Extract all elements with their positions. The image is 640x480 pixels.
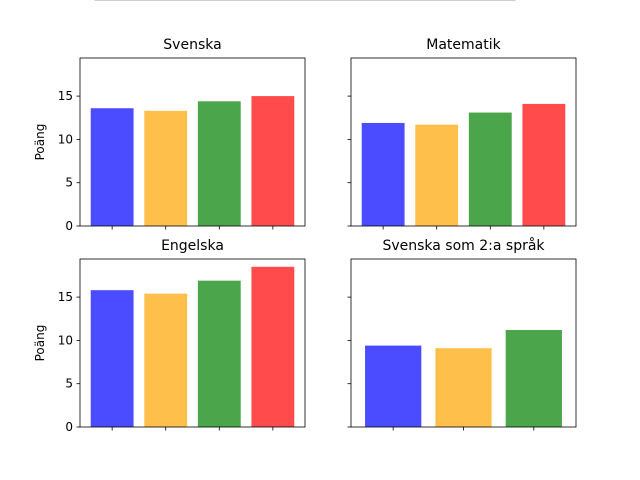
panel-title-1: Svenska xyxy=(163,37,221,53)
bar-4-1 xyxy=(365,345,422,427)
bar-3-1 xyxy=(90,290,134,427)
bar-2-3 xyxy=(468,112,512,226)
axes-frame-4 xyxy=(350,258,577,428)
panel-title-4: Svenska som 2:a språk xyxy=(382,237,545,254)
y-tick-label-3: 5 xyxy=(65,377,73,391)
bar-4-2 xyxy=(435,348,492,427)
y-tick-label-1: 10 xyxy=(58,132,73,146)
axes-frame-3 xyxy=(79,258,306,428)
axes-frame-2 xyxy=(350,57,577,227)
bar-2-1 xyxy=(361,122,405,226)
y-tick-label-3: 15 xyxy=(58,290,73,304)
y-tick-label-1: 0 xyxy=(65,219,73,233)
y-tick-label-3: 10 xyxy=(58,333,73,347)
bar-2-2 xyxy=(415,124,459,226)
panel-title-2: Matematik xyxy=(426,37,501,53)
bar-1-3 xyxy=(197,101,241,226)
bar-2-4 xyxy=(522,103,566,226)
bar-1-1 xyxy=(90,108,134,226)
y-tick-label-1: 15 xyxy=(58,89,73,103)
bar-3-2 xyxy=(144,293,188,427)
bar-1-2 xyxy=(144,110,188,226)
y-tick-label-1: 5 xyxy=(65,176,73,190)
bar-1-4 xyxy=(251,96,295,227)
panel-title-3: Engelska xyxy=(161,238,224,254)
bar-4-3 xyxy=(505,330,562,427)
axes-frame-1 xyxy=(79,57,306,227)
y-axis-label-3: Poäng xyxy=(33,325,47,362)
y-axis-label-1: Poäng xyxy=(33,124,47,161)
bar-3-4 xyxy=(251,266,295,427)
bar-3-3 xyxy=(197,280,241,427)
y-tick-label-3: 0 xyxy=(65,420,73,434)
